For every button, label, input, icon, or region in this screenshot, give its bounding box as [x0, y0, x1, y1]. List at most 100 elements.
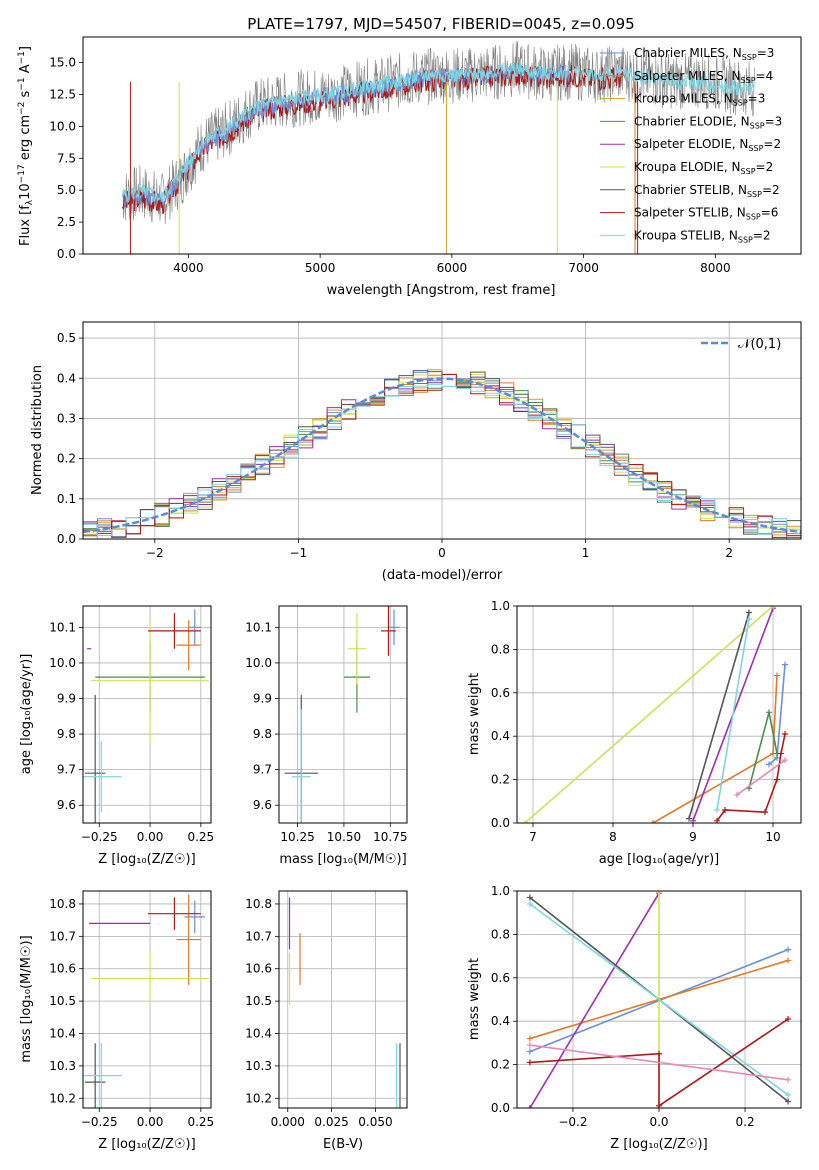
- x-tick-label: 7000: [568, 261, 599, 275]
- plus-marker: [686, 815, 692, 822]
- residual-ticks: −2 −1 0 1 2 0.0 0.1 0.2 0.3 0.4 0.5: [57, 331, 733, 560]
- y-tick-label: 10.2: [49, 1091, 76, 1105]
- y-tick-label: 10.0: [245, 656, 272, 670]
- weight-age-ylabel: mass weight: [467, 673, 482, 755]
- plus-marker: [526, 894, 533, 901]
- legend-label: Chabrier STELIB, NSSP=2: [634, 183, 780, 199]
- spectrum-ticks: 4000 5000 6000 7000 8000 0.0 2.5 5.0 7.5 10.0 12.5…: [49, 56, 730, 275]
- x-tick-label: 0.0: [649, 1115, 668, 1129]
- residual-legend: 𝒩(0,1): [701, 337, 781, 352]
- y-tick-label: 10.0: [49, 119, 76, 133]
- y-tick-label: 2.5: [57, 215, 76, 229]
- spectrum-plot-area: [121, 41, 756, 254]
- y-tick-label: 0.4: [57, 371, 76, 385]
- plot-content: [279, 606, 407, 823]
- mass-z-plot-area: [83, 891, 211, 1108]
- mass-ebv-plot-area: [279, 891, 407, 1108]
- y-tick-label: 15.0: [49, 56, 76, 70]
- weight-age-ticks: 7 8 9 10 0.0 0.2 0.4 0.6 0.8 1.0: [491, 599, 781, 844]
- y-tick-label: 5.0: [57, 183, 76, 197]
- y-tick-label: 10.1: [49, 620, 76, 634]
- spectrum-title: PLATE=1797, MJD=54507, FIBERID=0045, z=0…: [247, 15, 634, 33]
- y-tick-label: 9.7: [253, 763, 272, 777]
- weight-z-ylabel: mass weight: [467, 958, 482, 1040]
- mass-ebv-ticks: 0.000 0.025 0.050 10.2 10.3 10.4 10.5 10.6 10.7 1…: [245, 897, 392, 1129]
- y-tick-label: 0.5: [57, 331, 76, 345]
- y-tick-label: 10.5: [49, 994, 76, 1008]
- y-tick-label: 0.0: [491, 1101, 510, 1115]
- weight-age-frame: [516, 605, 802, 824]
- plus-marker: [734, 791, 740, 798]
- mass-weight-line: [736, 759, 786, 796]
- weight-vs-z-panel: −0.2 0.0 0.2 0.0 0.2 0.4 0.6 0.8 1.0 Z [log₁₀(Z/…: [467, 884, 802, 1152]
- y-tick-label: 0.8: [491, 642, 510, 656]
- normal-legend-label: 𝒩(0,1): [738, 337, 781, 352]
- plus-marker: [774, 776, 780, 783]
- plus-marker: [770, 606, 776, 609]
- y-tick-label: 10.6: [245, 962, 272, 976]
- y-tick-label: 0.8: [491, 927, 510, 941]
- x-tick-label: −0.25: [81, 830, 118, 844]
- plus-marker: [785, 1076, 792, 1083]
- plus-marker: [782, 731, 788, 738]
- legend-label: Salpeter STELIB, NSSP=6: [634, 206, 778, 222]
- x-tick-label: 0.050: [358, 1115, 392, 1129]
- x-tick-label: −1: [290, 546, 308, 560]
- y-tick-label: 0.6: [491, 686, 510, 700]
- model-spectrum-line: [121, 61, 571, 208]
- plus-marker: [766, 761, 772, 768]
- legend-label: Kroupa STELIB, NSSP=2: [634, 228, 771, 244]
- weight-age-xlabel: age [log₁₀(age/yr)]: [599, 852, 720, 867]
- mass-weight-line: [529, 1044, 789, 1081]
- weight-z-ticks: −0.2 0.0 0.2 0.0 0.2 0.4 0.6 0.8 1.0: [491, 884, 755, 1129]
- plus-marker: [526, 1048, 533, 1055]
- y-tick-label: 0.2: [491, 773, 510, 787]
- weight-z-xlabel: Z [log₁₀(Z/Z☉)]: [610, 1137, 707, 1152]
- plus-marker: [526, 901, 533, 908]
- age-z-frame: [82, 605, 212, 824]
- y-tick-label: 9.6: [57, 798, 76, 812]
- x-tick-label: 10.25: [280, 830, 314, 844]
- x-tick-label: 1: [582, 546, 590, 560]
- y-tick-label: 0.3: [57, 411, 76, 425]
- residual-plot-area: [83, 322, 801, 539]
- mass-weight-line: [529, 903, 789, 1096]
- residual-panel: −2 −1 0 1 2 0.0 0.1 0.2 0.3 0.4 0.5 (data-model)/e…: [30, 321, 802, 583]
- x-tick-label: 0.25: [187, 1115, 214, 1129]
- residual-histogram-step: [83, 384, 801, 536]
- spectrum-frame: [82, 36, 802, 255]
- plus-marker: [785, 1091, 792, 1098]
- y-tick-label: 9.9: [253, 691, 272, 705]
- plus-marker: [650, 820, 656, 823]
- y-tick-label: 0.6: [491, 971, 510, 985]
- y-tick-label: 0.0: [57, 247, 76, 261]
- x-tick-label: 2: [725, 546, 733, 560]
- y-tick-label: 0.2: [491, 1058, 510, 1072]
- weight-vs-age-panel: 7 8 9 10 0.0 0.2 0.4 0.6 0.8 1.0 age [log₁₀(age/y…: [467, 599, 802, 867]
- x-tick-label: 6000: [437, 261, 468, 275]
- y-tick-label: 10.4: [49, 1027, 76, 1041]
- y-tick-label: 10.7: [49, 929, 76, 943]
- residual-histogram-step: [83, 373, 801, 538]
- y-tick-label: 10.8: [49, 897, 76, 911]
- age-mass-plot-area: [279, 606, 407, 823]
- spectrum-panel: PLATE=1797, MJD=54507, FIBERID=0045, z=0…: [17, 15, 802, 298]
- x-tick-label: 4000: [173, 261, 204, 275]
- mass-z-ylabel: mass [log₁₀(M/M☉)]: [19, 935, 34, 1062]
- mass-ebv-frame: [278, 890, 408, 1109]
- y-tick-label: 9.9: [57, 691, 76, 705]
- x-tick-label: 5000: [305, 261, 336, 275]
- mass-weight-line: [529, 1018, 789, 1108]
- plus-marker: [656, 1050, 662, 1057]
- residual-xlabel: (data-model)/error: [382, 568, 503, 583]
- mass-vs-ebv-panel: 0.000 0.025 0.050 10.2 10.3 10.4 10.5 10.6 10.7 1…: [245, 890, 408, 1152]
- plus-marker: [785, 1016, 792, 1023]
- x-tick-label: −0.2: [558, 1115, 587, 1129]
- y-tick-label: 9.7: [57, 763, 76, 777]
- x-tick-label: 0.000: [271, 1115, 305, 1129]
- weight-z-plot-area: [517, 891, 801, 1108]
- x-tick-label: 7: [529, 830, 537, 844]
- y-tick-label: 10.7: [245, 929, 272, 943]
- plus-marker: [785, 1098, 792, 1105]
- x-tick-label: 9: [689, 830, 697, 844]
